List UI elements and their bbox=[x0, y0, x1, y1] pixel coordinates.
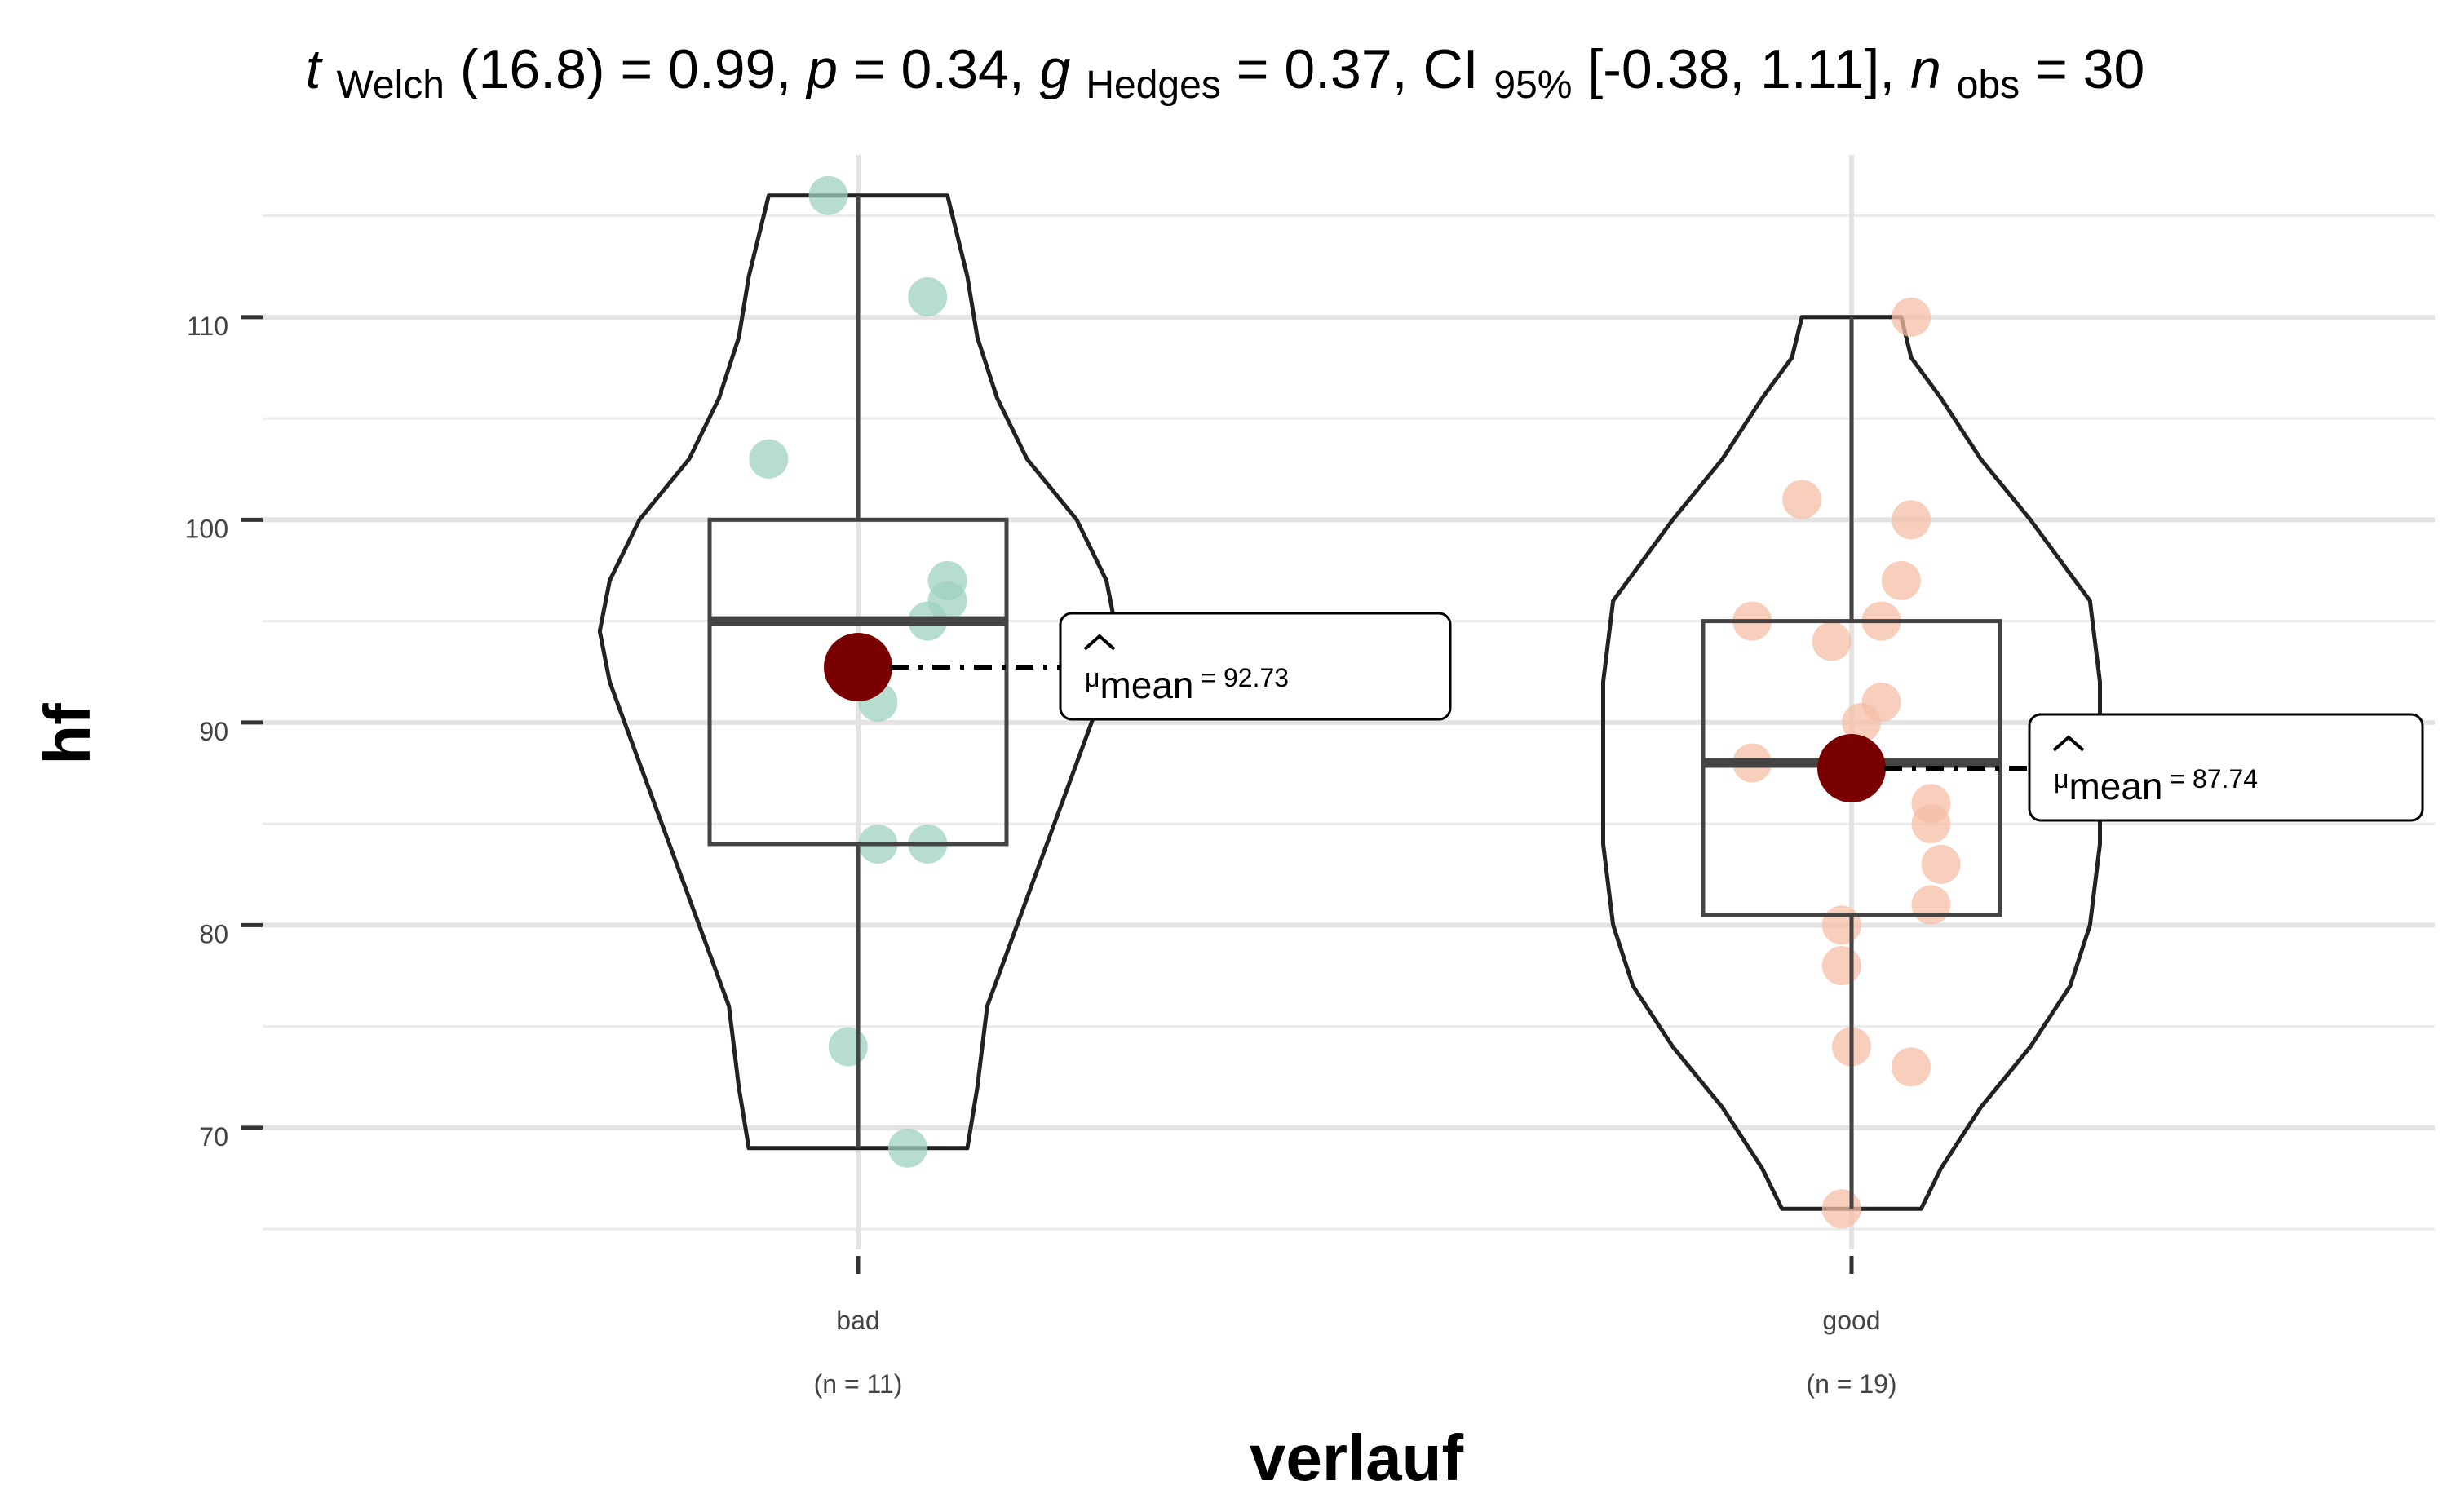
title-df: (16.8) = 0.99, bbox=[460, 38, 807, 100]
title-p-value: = 0.34, bbox=[853, 38, 1040, 100]
x-tick-n-label-bad: (n = 11) bbox=[814, 1369, 903, 1399]
title-effect-value: = 0.37, CI bbox=[1237, 38, 1479, 100]
y-tick-label: 70 bbox=[199, 1122, 228, 1152]
y-axis-title: hf bbox=[31, 703, 104, 765]
data-point-good bbox=[1821, 1189, 1861, 1229]
y-tick-label: 110 bbox=[187, 312, 228, 341]
title-n-value: = 30 bbox=[2035, 38, 2144, 100]
mean-label-box-bad bbox=[1059, 612, 1452, 721]
data-point-good bbox=[1812, 621, 1852, 661]
violin-layer bbox=[597, 193, 2102, 1211]
title-stat-sub: Welch bbox=[336, 64, 445, 107]
data-point-bad bbox=[887, 1128, 927, 1168]
title-effect-sub: Hedges bbox=[1086, 64, 1220, 107]
x-axis-title: verlauf bbox=[1250, 1421, 1464, 1494]
data-point-bad bbox=[808, 175, 848, 215]
data-point-good bbox=[1842, 702, 1882, 742]
box-good bbox=[1701, 619, 2002, 917]
chart-title: t Welch (16.8) = 0.99, p = 0.34, g Hedge… bbox=[306, 38, 2145, 110]
y-tick-label: 80 bbox=[199, 919, 228, 948]
violin-good bbox=[1601, 315, 2102, 1211]
data-point-good bbox=[1881, 560, 1921, 600]
title-n-name: n bbox=[1910, 38, 1941, 100]
data-point-good bbox=[1892, 297, 1931, 337]
violin-bad bbox=[597, 193, 1119, 1151]
data-point-good bbox=[1911, 885, 1951, 925]
data-point-bad bbox=[749, 439, 789, 479]
title-p-name: p bbox=[805, 38, 838, 100]
x-tick-label-good: good bbox=[1822, 1306, 1880, 1335]
mean-label-good: μmean = 87.74 bbox=[2054, 764, 2258, 807]
mean-point-good bbox=[1817, 734, 1886, 803]
data-point-good bbox=[1921, 844, 1961, 884]
y-tick-label: 100 bbox=[185, 514, 228, 543]
data-point-good bbox=[1782, 480, 1822, 519]
box-bad bbox=[707, 517, 1009, 847]
data-point-good bbox=[1911, 804, 1951, 844]
title-n-sub: obs bbox=[1957, 64, 2020, 107]
mean-hat-icon bbox=[2052, 735, 2085, 752]
mean-hat-icon bbox=[1083, 634, 1116, 651]
title-ci-sub: 95% bbox=[1493, 64, 1572, 107]
mean-point-bad bbox=[824, 633, 892, 702]
axis-layer: 70 80 90 100 110 bad (n = 11) good (n = 19) bbox=[185, 312, 1897, 1399]
mean-label-bad: μmean = 92.73 bbox=[1085, 663, 1289, 706]
mean-label-box-good bbox=[2028, 713, 2424, 822]
x-tick-n-label-good: (n = 19) bbox=[1806, 1369, 1896, 1399]
mean-layer: μmean = 92.73 μmean = 87.74 bbox=[824, 612, 2424, 822]
data-point-bad bbox=[908, 276, 948, 316]
data-point-good bbox=[1892, 1047, 1931, 1087]
data-point-good bbox=[1821, 905, 1861, 945]
data-point-good bbox=[1892, 500, 1931, 540]
data-point-good bbox=[1821, 946, 1861, 986]
y-tick-label: 90 bbox=[199, 717, 228, 746]
title-ci-value: [-0.38, 1.11], bbox=[1587, 38, 1910, 100]
title-stat-name: t bbox=[306, 38, 324, 100]
title-effect-name: g bbox=[1040, 38, 1071, 100]
data-point-bad bbox=[828, 1027, 868, 1067]
x-tick-label-bad: bad bbox=[836, 1306, 879, 1335]
